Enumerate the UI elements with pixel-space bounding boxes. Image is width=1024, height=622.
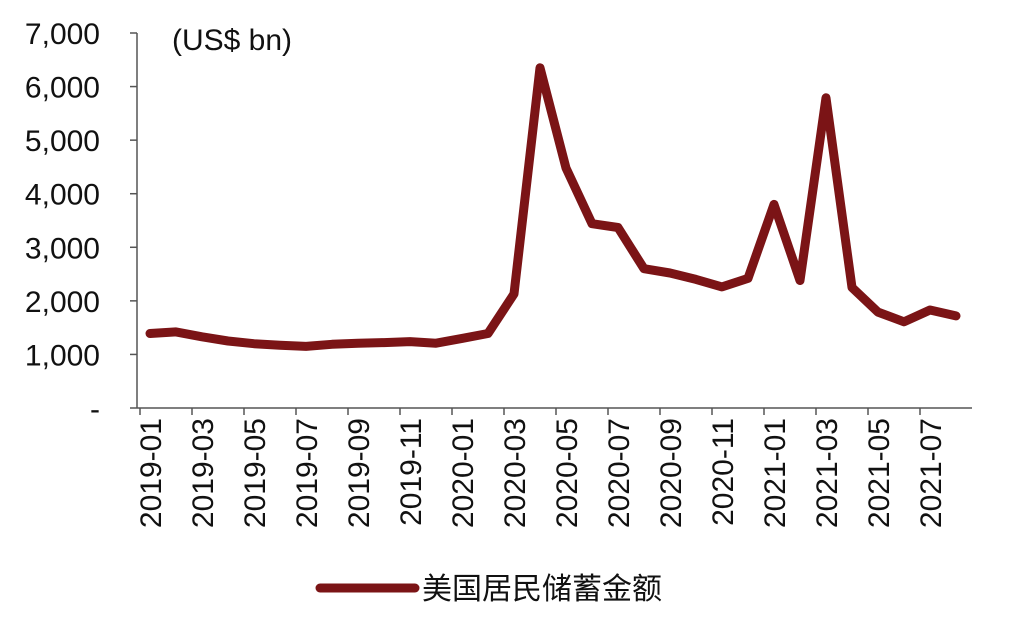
data-point	[148, 332, 152, 336]
data-point	[226, 339, 230, 343]
x-tick-label: 2021-05	[863, 418, 896, 528]
x-tick-label: 2021-01	[759, 418, 792, 528]
data-point	[356, 341, 360, 345]
y-tick-label: 7,000	[25, 18, 100, 51]
legend-label: 美国居民储蓄金额	[422, 572, 662, 607]
legend: 美国居民储蓄金额	[315, 572, 662, 607]
data-point	[746, 276, 750, 280]
unit-label: (US$ bn)	[172, 24, 292, 57]
data-point	[642, 267, 646, 271]
x-tick-label: 2020-05	[551, 418, 584, 528]
data-point	[954, 314, 958, 318]
data-point	[408, 340, 412, 344]
data-point	[720, 285, 724, 289]
y-tick-label: 2,000	[25, 286, 100, 319]
y-tick-label: 1,000	[25, 339, 100, 372]
y-tick-label: 5,000	[25, 125, 100, 158]
data-point	[252, 342, 256, 346]
data-point	[538, 66, 542, 70]
data-point	[590, 222, 594, 226]
data-point	[330, 342, 334, 346]
series-line	[145, 63, 961, 351]
x-tick-label: 2019-03	[187, 418, 220, 528]
x-tick-label: 2019-11	[395, 418, 428, 526]
data-point	[564, 166, 568, 170]
data-point	[876, 310, 880, 314]
data-point	[382, 341, 386, 345]
data-point	[434, 341, 438, 345]
data-point	[486, 332, 490, 336]
x-tick-label: 2019-07	[291, 418, 324, 528]
data-point	[798, 279, 802, 282]
y-axis: - 1,000 2,000 3,000 4,000 5,000 6,000 7,000	[25, 18, 138, 426]
y-tick-label: 4,000	[25, 179, 100, 212]
y-tick-label: 3,000	[25, 232, 100, 265]
data-point	[850, 285, 854, 289]
data-point	[902, 320, 906, 324]
data-point	[928, 308, 932, 312]
data-point	[304, 344, 308, 348]
x-tick-label: 2020-01	[447, 418, 480, 528]
data-point	[694, 277, 698, 281]
x-tick-label: 2020-07	[603, 418, 636, 528]
x-axis: 2019-01 2019-03 2019-05 2019-07 2019-09 2019-…	[135, 407, 972, 528]
data-point	[278, 343, 282, 347]
x-tick-label: 2021-03	[811, 418, 844, 528]
data-point	[616, 225, 620, 229]
data-point	[200, 335, 204, 339]
data-point	[668, 271, 672, 275]
x-tick-label: 2019-09	[343, 418, 376, 528]
data-point	[174, 330, 178, 334]
data-point	[824, 96, 828, 100]
x-tick-label: 2020-09	[655, 418, 688, 528]
series-layer	[145, 63, 961, 351]
data-point	[512, 292, 516, 296]
x-tick-label: 2021-07	[915, 418, 948, 528]
x-tick-label: 2020-03	[499, 418, 532, 528]
y-tick-label: -	[90, 393, 100, 426]
y-tick-label: 6,000	[25, 72, 100, 105]
data-point	[460, 336, 464, 340]
data-point	[772, 202, 776, 206]
x-tick-label: 2019-01	[135, 418, 168, 528]
x-tick-label: 2019-05	[239, 418, 272, 528]
x-tick-label: 2020-11	[707, 418, 740, 526]
